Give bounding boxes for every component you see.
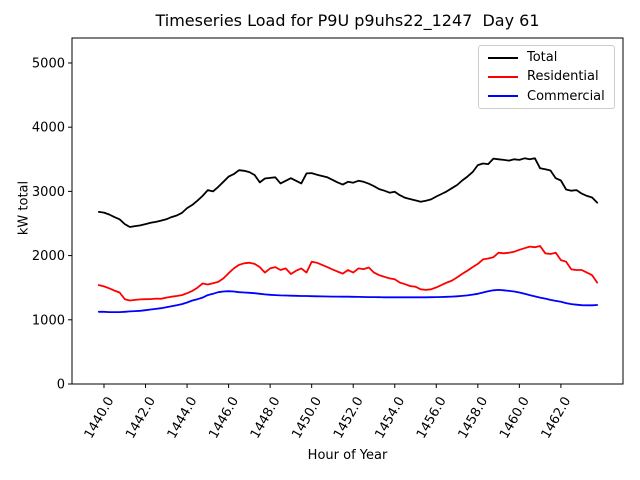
x-tick-label: 1458.0 <box>456 395 492 442</box>
x-tick-label: 1462.0 <box>539 395 575 442</box>
axes-frame <box>71 37 624 385</box>
x-tick-label: 1454.0 <box>372 395 408 442</box>
series-line-commercial <box>97 288 599 314</box>
legend-item-residential: Residential <box>479 70 614 83</box>
x-tick-label: 1446.0 <box>206 395 242 442</box>
x-tick-label: 1456.0 <box>414 395 450 442</box>
legend-label-commercial: Commercial <box>527 88 605 104</box>
y-tick-label: 4000 <box>32 121 65 136</box>
legend-line-total-swatch <box>488 56 518 59</box>
legend-item-commercial: Commercial <box>479 90 614 103</box>
y-tick-label: 3000 <box>32 185 65 200</box>
legend-label-total: Total <box>527 50 558 66</box>
legend-label-residential: Residential <box>527 69 599 85</box>
legend-line-commercial-swatch <box>488 95 518 98</box>
y-axis-label: kW total <box>16 180 32 236</box>
x-axis-label: Hour of Year <box>307 448 388 463</box>
y-tick-label: 2000 <box>32 249 65 264</box>
series-line-total <box>97 157 599 228</box>
legend: Total Residential Commercial <box>478 45 615 109</box>
x-tick-label: 1444.0 <box>165 395 201 442</box>
legend-item-total: Total <box>479 51 614 64</box>
x-tick-label: 1450.0 <box>289 395 325 442</box>
x-tick-label: 1452.0 <box>331 395 367 442</box>
chart-title: Timeseries Load for P9U p9uhs22_1247 Day… <box>155 11 540 30</box>
y-tick-label: 1000 <box>32 313 65 328</box>
x-tick-label: 1460.0 <box>497 395 533 442</box>
legend-line-residential-swatch <box>488 75 518 78</box>
x-tick-label: 1440.0 <box>82 395 118 442</box>
y-tick-label: 0 <box>57 378 65 393</box>
x-tick-label: 1442.0 <box>123 395 159 442</box>
series-line-residential <box>97 245 599 302</box>
x-tick-label: 1448.0 <box>248 395 284 442</box>
y-tick-label: 5000 <box>32 56 65 71</box>
